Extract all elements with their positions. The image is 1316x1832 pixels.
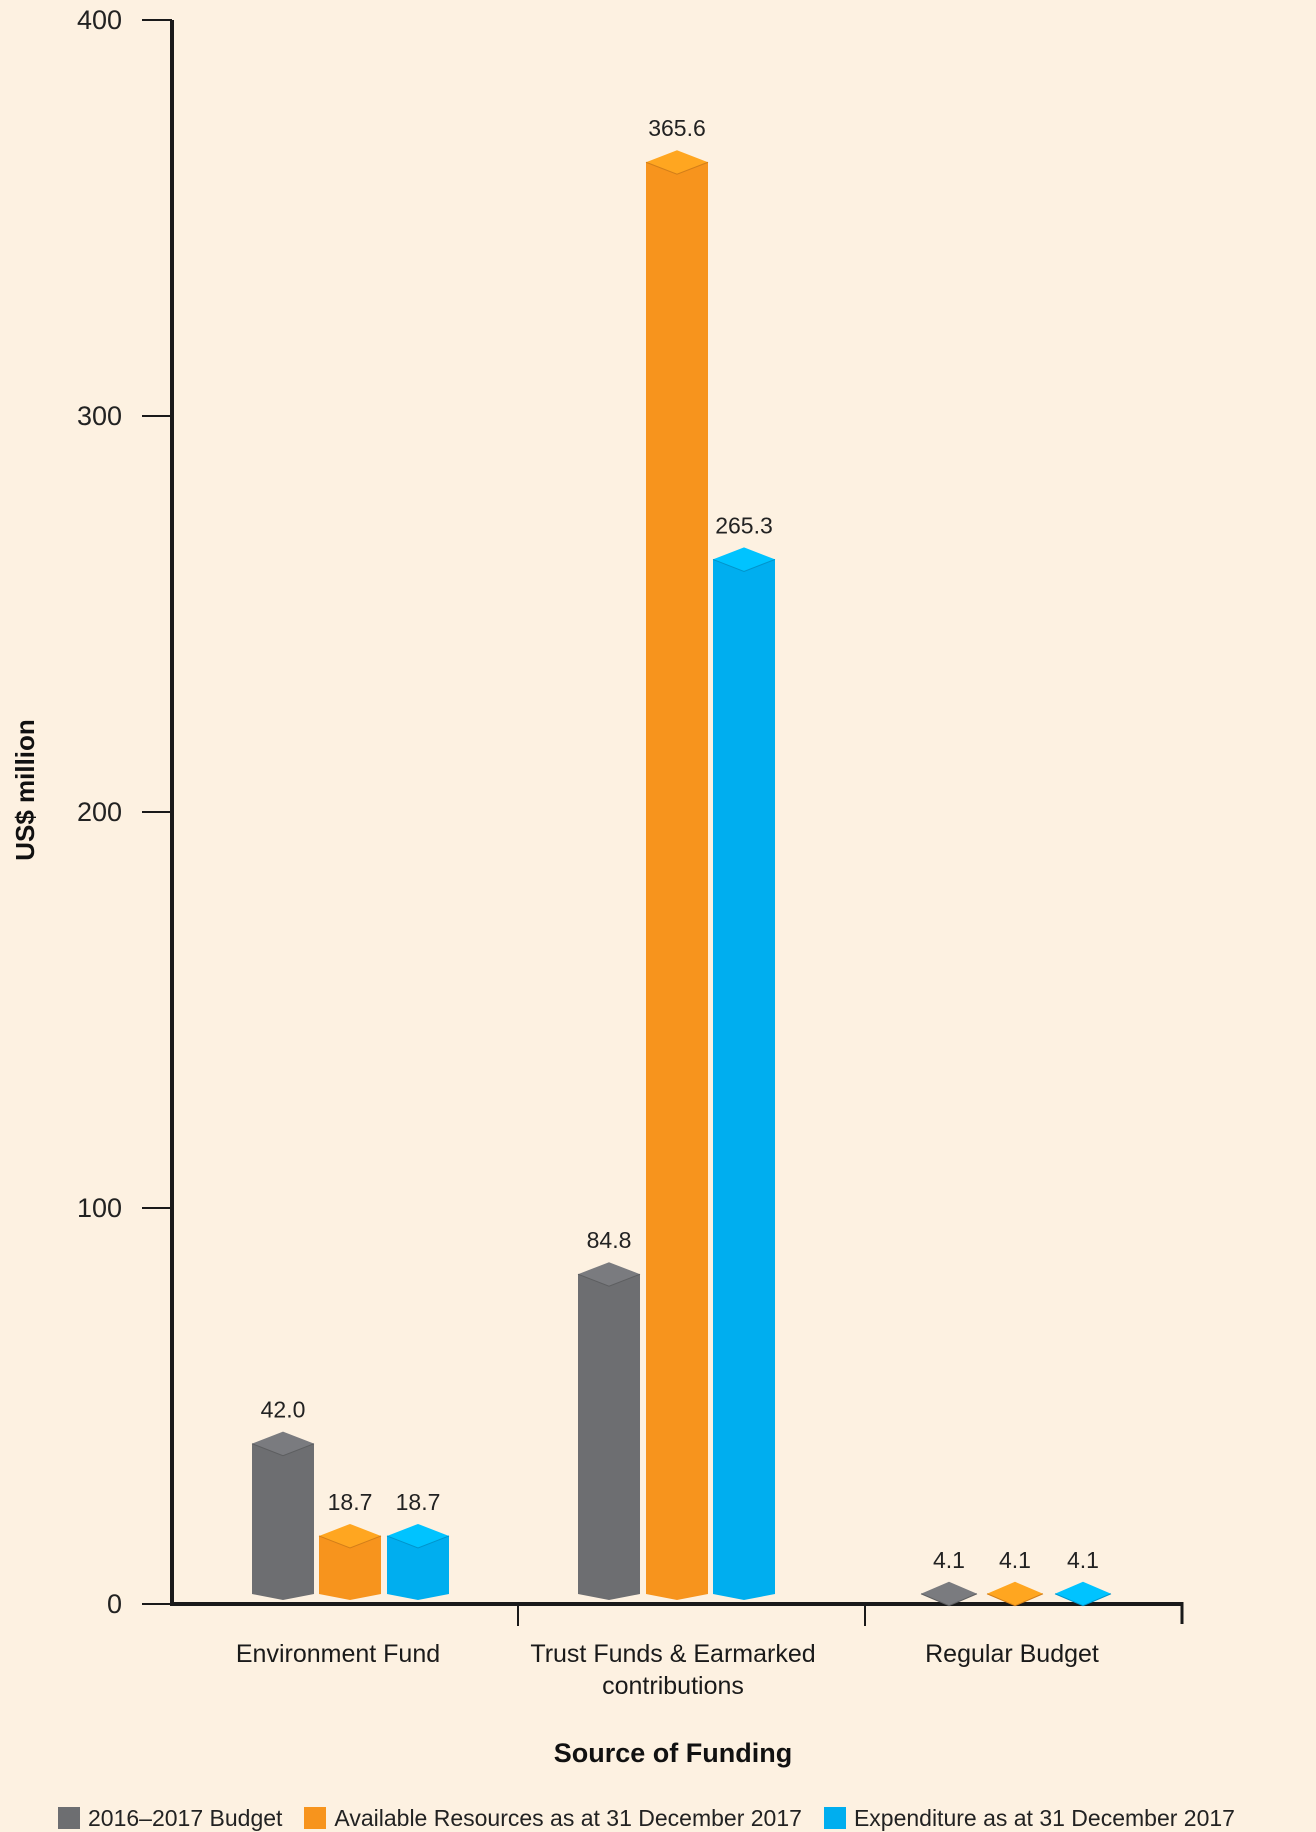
x-category-label: Regular Budget	[925, 1640, 1099, 1668]
bar-cap-edge-0-0	[251, 1443, 315, 1457]
legend-label-expenditure: Expenditure as at 31 December 2017	[853, 1804, 1235, 1831]
bar-cap-edge-0-1	[577, 1273, 641, 1287]
bar-cap-edge-1-0	[318, 1535, 382, 1549]
bar-cap-edge-2-1	[712, 558, 776, 572]
data-label: 84.8	[587, 1227, 632, 1253]
legend-label-available-resources: Available Resources as at 31 December 20…	[334, 1804, 802, 1831]
legend-label-budget: 2016–2017 Budget	[88, 1804, 283, 1831]
bar-cap-edge-1-1	[645, 161, 709, 175]
bar-cap-edge-2-0	[386, 1535, 450, 1549]
bar-2-1	[713, 559, 775, 1600]
data-label: 4.1	[999, 1547, 1031, 1573]
legend-item-budget: 2016–2017 Budget	[58, 1805, 282, 1832]
data-label: 18.7	[328, 1489, 373, 1515]
x-category-label: Environment Fund	[236, 1640, 440, 1668]
y-tick-label: 100	[77, 1193, 122, 1223]
y-tick-label: 200	[77, 797, 122, 827]
bar-cap-edge-2-2	[1054, 1593, 1112, 1607]
data-label: 265.3	[715, 512, 773, 538]
y-tick-label: 300	[77, 401, 122, 431]
bar-0-0	[252, 1443, 314, 1600]
x-category-label: Trust Funds & Earmarked contributions	[530, 1640, 815, 1700]
y-tick-label: 400	[77, 5, 122, 35]
bar-0-1	[578, 1274, 640, 1600]
legend-swatch-budget	[58, 1807, 80, 1829]
y-axis-label: US$ million	[10, 719, 40, 861]
legend-item-available-resources: Available Resources as at 31 December 20…	[304, 1805, 802, 1832]
data-label: 42.0	[261, 1397, 306, 1423]
y-tick-label: 0	[107, 1589, 122, 1619]
bar-1-1	[646, 162, 708, 1600]
legend-swatch-expenditure	[823, 1807, 846, 1829]
x-axis-label: Source of Funding	[554, 1738, 792, 1768]
data-label: 18.7	[396, 1489, 441, 1515]
bar-1-0	[319, 1535, 381, 1600]
data-label: 365.6	[648, 115, 706, 141]
bar-cap-edge-0-2	[920, 1593, 978, 1607]
legend-swatch-available-resources	[304, 1807, 327, 1829]
legend: 2016–2017 Budget Available Resources as …	[58, 1804, 1235, 1832]
data-label: 4.1	[1067, 1547, 1099, 1573]
bar-2-0	[387, 1535, 449, 1600]
data-label: 4.1	[933, 1547, 965, 1573]
bar-cap-edge-1-2	[986, 1593, 1044, 1607]
legend-item-expenditure: Expenditure as at 31 December 2017	[823, 1804, 1235, 1832]
